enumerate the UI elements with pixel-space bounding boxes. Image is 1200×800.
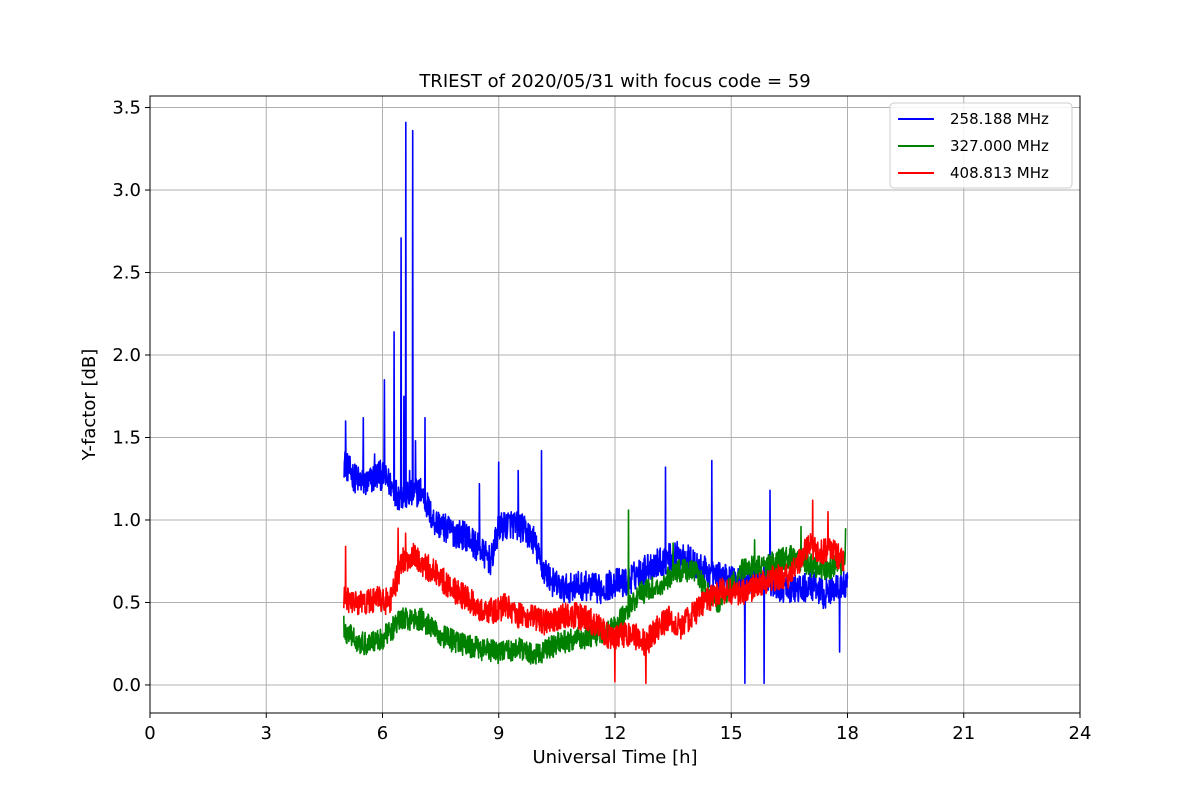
series-line-2 bbox=[343, 499, 845, 685]
y-axis-label: Y-factor [dB] bbox=[79, 349, 100, 462]
x-axis-ticks: 0 3 6 9 12 15 18 21 24 bbox=[144, 713, 1091, 744]
x-tick-label: 18 bbox=[836, 723, 859, 744]
y-tick-label: 1.5 bbox=[112, 427, 141, 448]
legend-label-1: 327.000 MHz bbox=[950, 137, 1049, 155]
y-tick-label: 0.0 bbox=[112, 675, 141, 696]
x-tick-label: 24 bbox=[1069, 723, 1092, 744]
y-tick-label: 0.5 bbox=[112, 592, 141, 613]
legend-label-0: 258.188 MHz bbox=[950, 110, 1049, 128]
y-tick-label: 3.5 bbox=[112, 98, 141, 119]
x-tick-label: 0 bbox=[144, 723, 155, 744]
y-axis-ticks: 0.0 0.5 1.0 1.5 2.0 2.5 3.0 3.5 bbox=[112, 98, 150, 696]
chart-title: TRIEST of 2020/05/31 with focus code = 5… bbox=[418, 71, 810, 92]
plot-area bbox=[343, 121, 849, 685]
y-tick-label: 2.0 bbox=[112, 345, 141, 366]
y-tick-label: 2.5 bbox=[112, 263, 141, 284]
x-tick-label: 12 bbox=[604, 723, 627, 744]
legend-label-2: 408.813 MHz bbox=[950, 164, 1049, 182]
y-tick-label: 3.0 bbox=[112, 180, 141, 201]
y-tick-label: 1.0 bbox=[112, 510, 141, 531]
x-tick-label: 21 bbox=[952, 723, 975, 744]
x-tick-label: 9 bbox=[493, 723, 504, 744]
x-tick-label: 15 bbox=[720, 723, 743, 744]
legend-box bbox=[889, 102, 1073, 189]
x-axis-label: Universal Time [h] bbox=[532, 747, 697, 768]
x-tick-label: 3 bbox=[261, 723, 272, 744]
legend: 258.188 MHz 327.000 MHz 408.813 MHz bbox=[889, 102, 1073, 189]
x-tick-label: 6 bbox=[377, 723, 388, 744]
